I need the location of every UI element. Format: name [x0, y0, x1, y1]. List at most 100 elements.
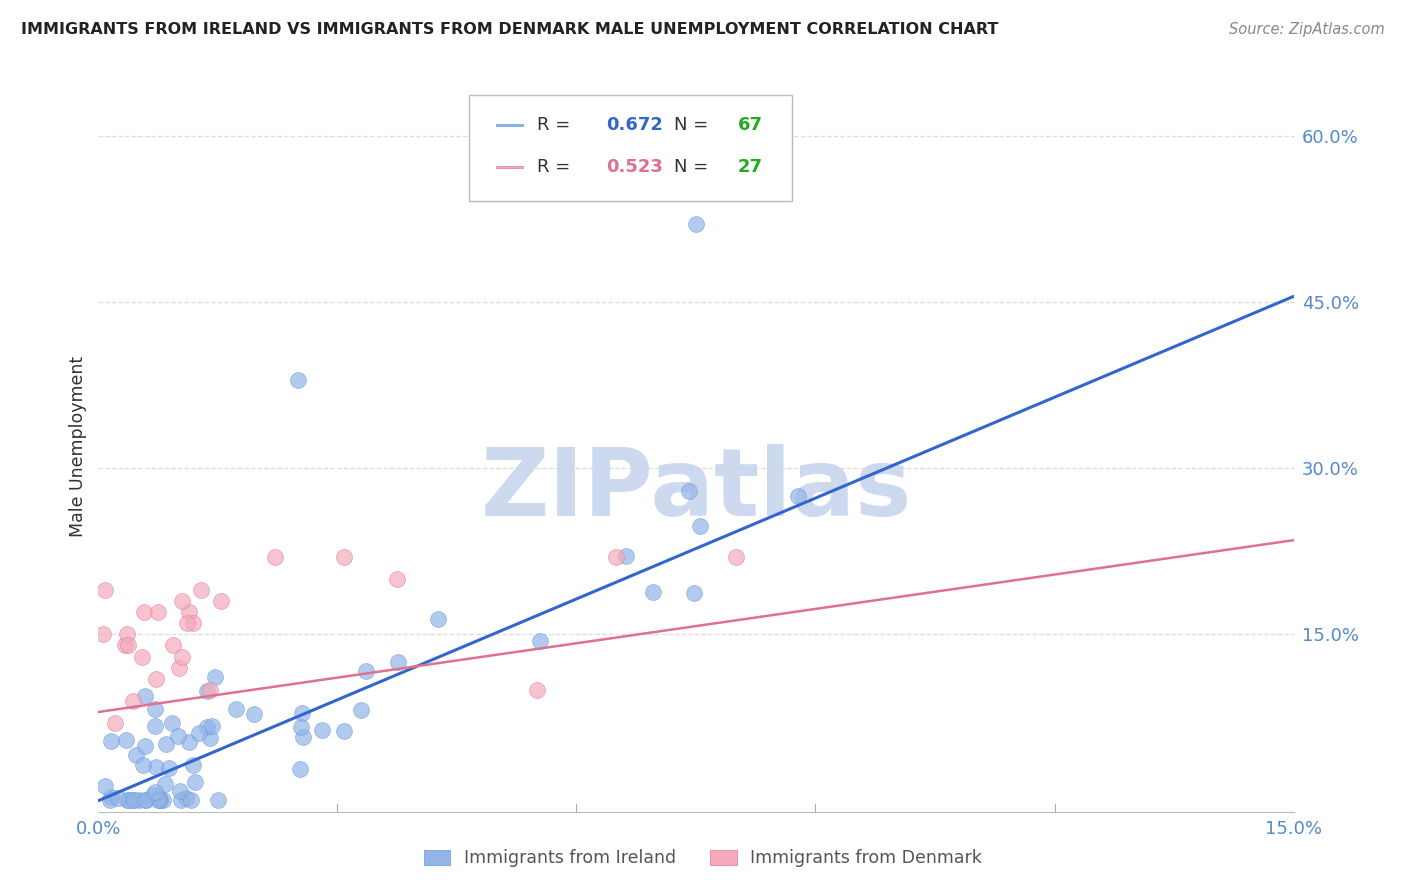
- Point: [115, 792, 138, 806]
- Text: ZIPatlas: ZIPatlas: [481, 444, 911, 536]
- Point: [198, 682, 221, 697]
- Point: [197, 684, 219, 698]
- Point: [131, 649, 153, 664]
- Point: [93, 583, 115, 598]
- Point: [387, 655, 409, 669]
- FancyBboxPatch shape: [470, 95, 792, 201]
- Point: [290, 720, 312, 734]
- Text: 0.523: 0.523: [606, 158, 664, 176]
- Text: N =: N =: [675, 116, 714, 134]
- Point: [169, 783, 191, 797]
- Point: [209, 594, 232, 608]
- Point: [207, 792, 229, 806]
- Point: [188, 726, 211, 740]
- Point: [167, 729, 190, 743]
- Point: [93, 627, 115, 641]
- Point: [291, 706, 314, 720]
- Point: [204, 670, 226, 684]
- Point: [94, 780, 117, 794]
- Point: [132, 758, 155, 772]
- Point: [107, 790, 129, 805]
- Point: [181, 758, 204, 772]
- Point: [134, 739, 156, 753]
- Point: [529, 634, 551, 648]
- Point: [177, 605, 200, 619]
- Point: [122, 792, 145, 806]
- Point: [118, 792, 141, 806]
- Point: [143, 719, 166, 733]
- Point: [198, 731, 221, 745]
- Point: [134, 605, 156, 619]
- Bar: [496, 166, 523, 168]
- Point: [291, 731, 314, 745]
- Point: [157, 761, 180, 775]
- Text: R =: R =: [537, 116, 576, 134]
- Point: [174, 790, 197, 805]
- Point: [134, 689, 156, 703]
- Point: [311, 723, 333, 737]
- Point: [104, 716, 127, 731]
- Point: [114, 639, 136, 653]
- Point: [167, 660, 190, 674]
- Text: Source: ZipAtlas.com: Source: ZipAtlas.com: [1229, 22, 1385, 37]
- Point: [197, 720, 219, 734]
- Point: [180, 792, 202, 806]
- Point: [385, 572, 408, 586]
- Point: [100, 734, 122, 748]
- Point: [148, 605, 170, 619]
- Point: [643, 584, 665, 599]
- Point: [172, 649, 194, 664]
- Point: [145, 672, 167, 686]
- Point: [153, 777, 176, 791]
- Point: [162, 639, 184, 653]
- Point: [225, 702, 247, 716]
- Point: [146, 792, 169, 806]
- Point: [201, 719, 224, 733]
- Text: 67: 67: [738, 116, 763, 134]
- Point: [427, 612, 450, 626]
- Point: [526, 682, 548, 697]
- Point: [149, 792, 172, 806]
- Text: IMMIGRANTS FROM IRELAND VS IMMIGRANTS FROM DENMARK MALE UNEMPLOYMENT CORRELATION: IMMIGRANTS FROM IRELAND VS IMMIGRANTS FR…: [21, 22, 998, 37]
- Point: [115, 732, 138, 747]
- Text: N =: N =: [675, 158, 714, 176]
- Point: [190, 583, 212, 598]
- Point: [685, 218, 707, 232]
- Point: [614, 549, 637, 564]
- Point: [184, 775, 207, 789]
- Point: [100, 790, 122, 805]
- Text: R =: R =: [537, 158, 576, 176]
- Y-axis label: Male Unemployment: Male Unemployment: [69, 355, 87, 537]
- Point: [152, 792, 174, 806]
- Point: [183, 616, 205, 631]
- Point: [290, 763, 312, 777]
- Point: [134, 792, 156, 806]
- Point: [170, 792, 193, 806]
- Point: [145, 785, 167, 799]
- Point: [786, 489, 808, 503]
- Point: [143, 702, 166, 716]
- Text: 27: 27: [738, 158, 763, 176]
- Point: [135, 792, 157, 806]
- Point: [98, 792, 121, 806]
- Point: [117, 639, 139, 653]
- Point: [243, 706, 266, 721]
- Bar: [496, 124, 523, 127]
- Point: [350, 703, 373, 717]
- Point: [176, 616, 198, 631]
- Point: [354, 664, 377, 678]
- Point: [170, 594, 193, 608]
- Point: [125, 747, 148, 762]
- Point: [160, 716, 183, 731]
- Point: [678, 484, 700, 499]
- Point: [683, 585, 706, 599]
- Point: [333, 724, 356, 739]
- Point: [263, 549, 285, 564]
- Point: [605, 549, 627, 564]
- Point: [121, 694, 143, 708]
- Point: [177, 735, 200, 749]
- Point: [287, 372, 309, 386]
- Point: [148, 790, 170, 805]
- Point: [155, 737, 177, 751]
- Point: [689, 518, 711, 533]
